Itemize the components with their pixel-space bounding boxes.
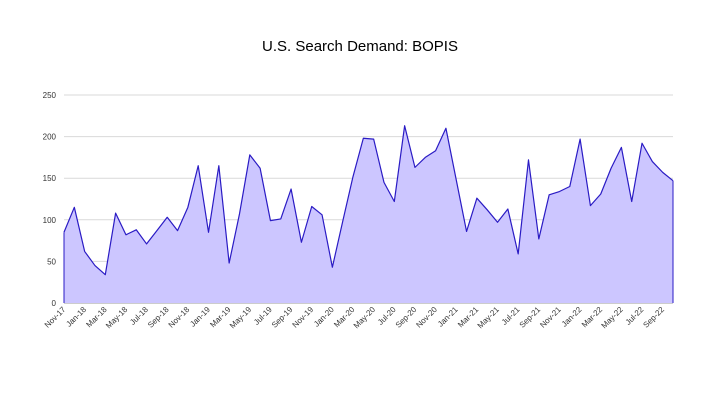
x-tick-label: Sep-19 — [270, 305, 295, 330]
x-tick-label: May-18 — [104, 305, 130, 331]
y-tick-label: 200 — [43, 133, 57, 142]
x-tick-label: Jan-21 — [436, 305, 460, 329]
series-line — [63, 125, 674, 276]
area-fill — [64, 125, 673, 303]
y-axis: 0 50 100 150 200 250 — [43, 91, 57, 308]
y-tick-label: 250 — [43, 91, 57, 100]
x-tick-label: Sep-18 — [146, 305, 171, 330]
x-tick-label: May-21 — [476, 305, 502, 331]
x-tick-label: Jan-18 — [64, 305, 88, 329]
x-tick-label: Sep-22 — [641, 305, 666, 330]
x-tick-label: Nov-19 — [291, 305, 316, 330]
chart-title: U.S. Search Demand: BOPIS — [262, 38, 458, 55]
x-tick-label: Jan-19 — [188, 305, 212, 329]
area-layer — [63, 125, 674, 303]
x-tick-label: Nov-20 — [414, 305, 439, 330]
x-tick-label: Sep-21 — [518, 305, 543, 330]
x-tick-label: Nov-21 — [538, 305, 563, 330]
x-tick-label: May-22 — [600, 305, 626, 331]
x-axis: Nov-17Jan-18Mar-18May-18Jul-18Sep-18Nov-… — [43, 305, 667, 331]
y-tick-label: 100 — [43, 216, 57, 225]
y-tick-label: 150 — [43, 174, 57, 183]
y-tick-label: 50 — [47, 257, 56, 266]
x-tick-label: Nov-17 — [43, 305, 68, 330]
y-tick-label: 0 — [52, 299, 57, 308]
x-tick-label: Nov-18 — [167, 305, 192, 330]
x-tick-label: Sep-20 — [394, 305, 419, 330]
x-tick-label: Jan-20 — [312, 305, 336, 329]
x-tick-label: Jan-22 — [560, 305, 584, 329]
x-tick-label: May-19 — [228, 305, 254, 331]
x-tick-label: May-20 — [352, 305, 378, 331]
